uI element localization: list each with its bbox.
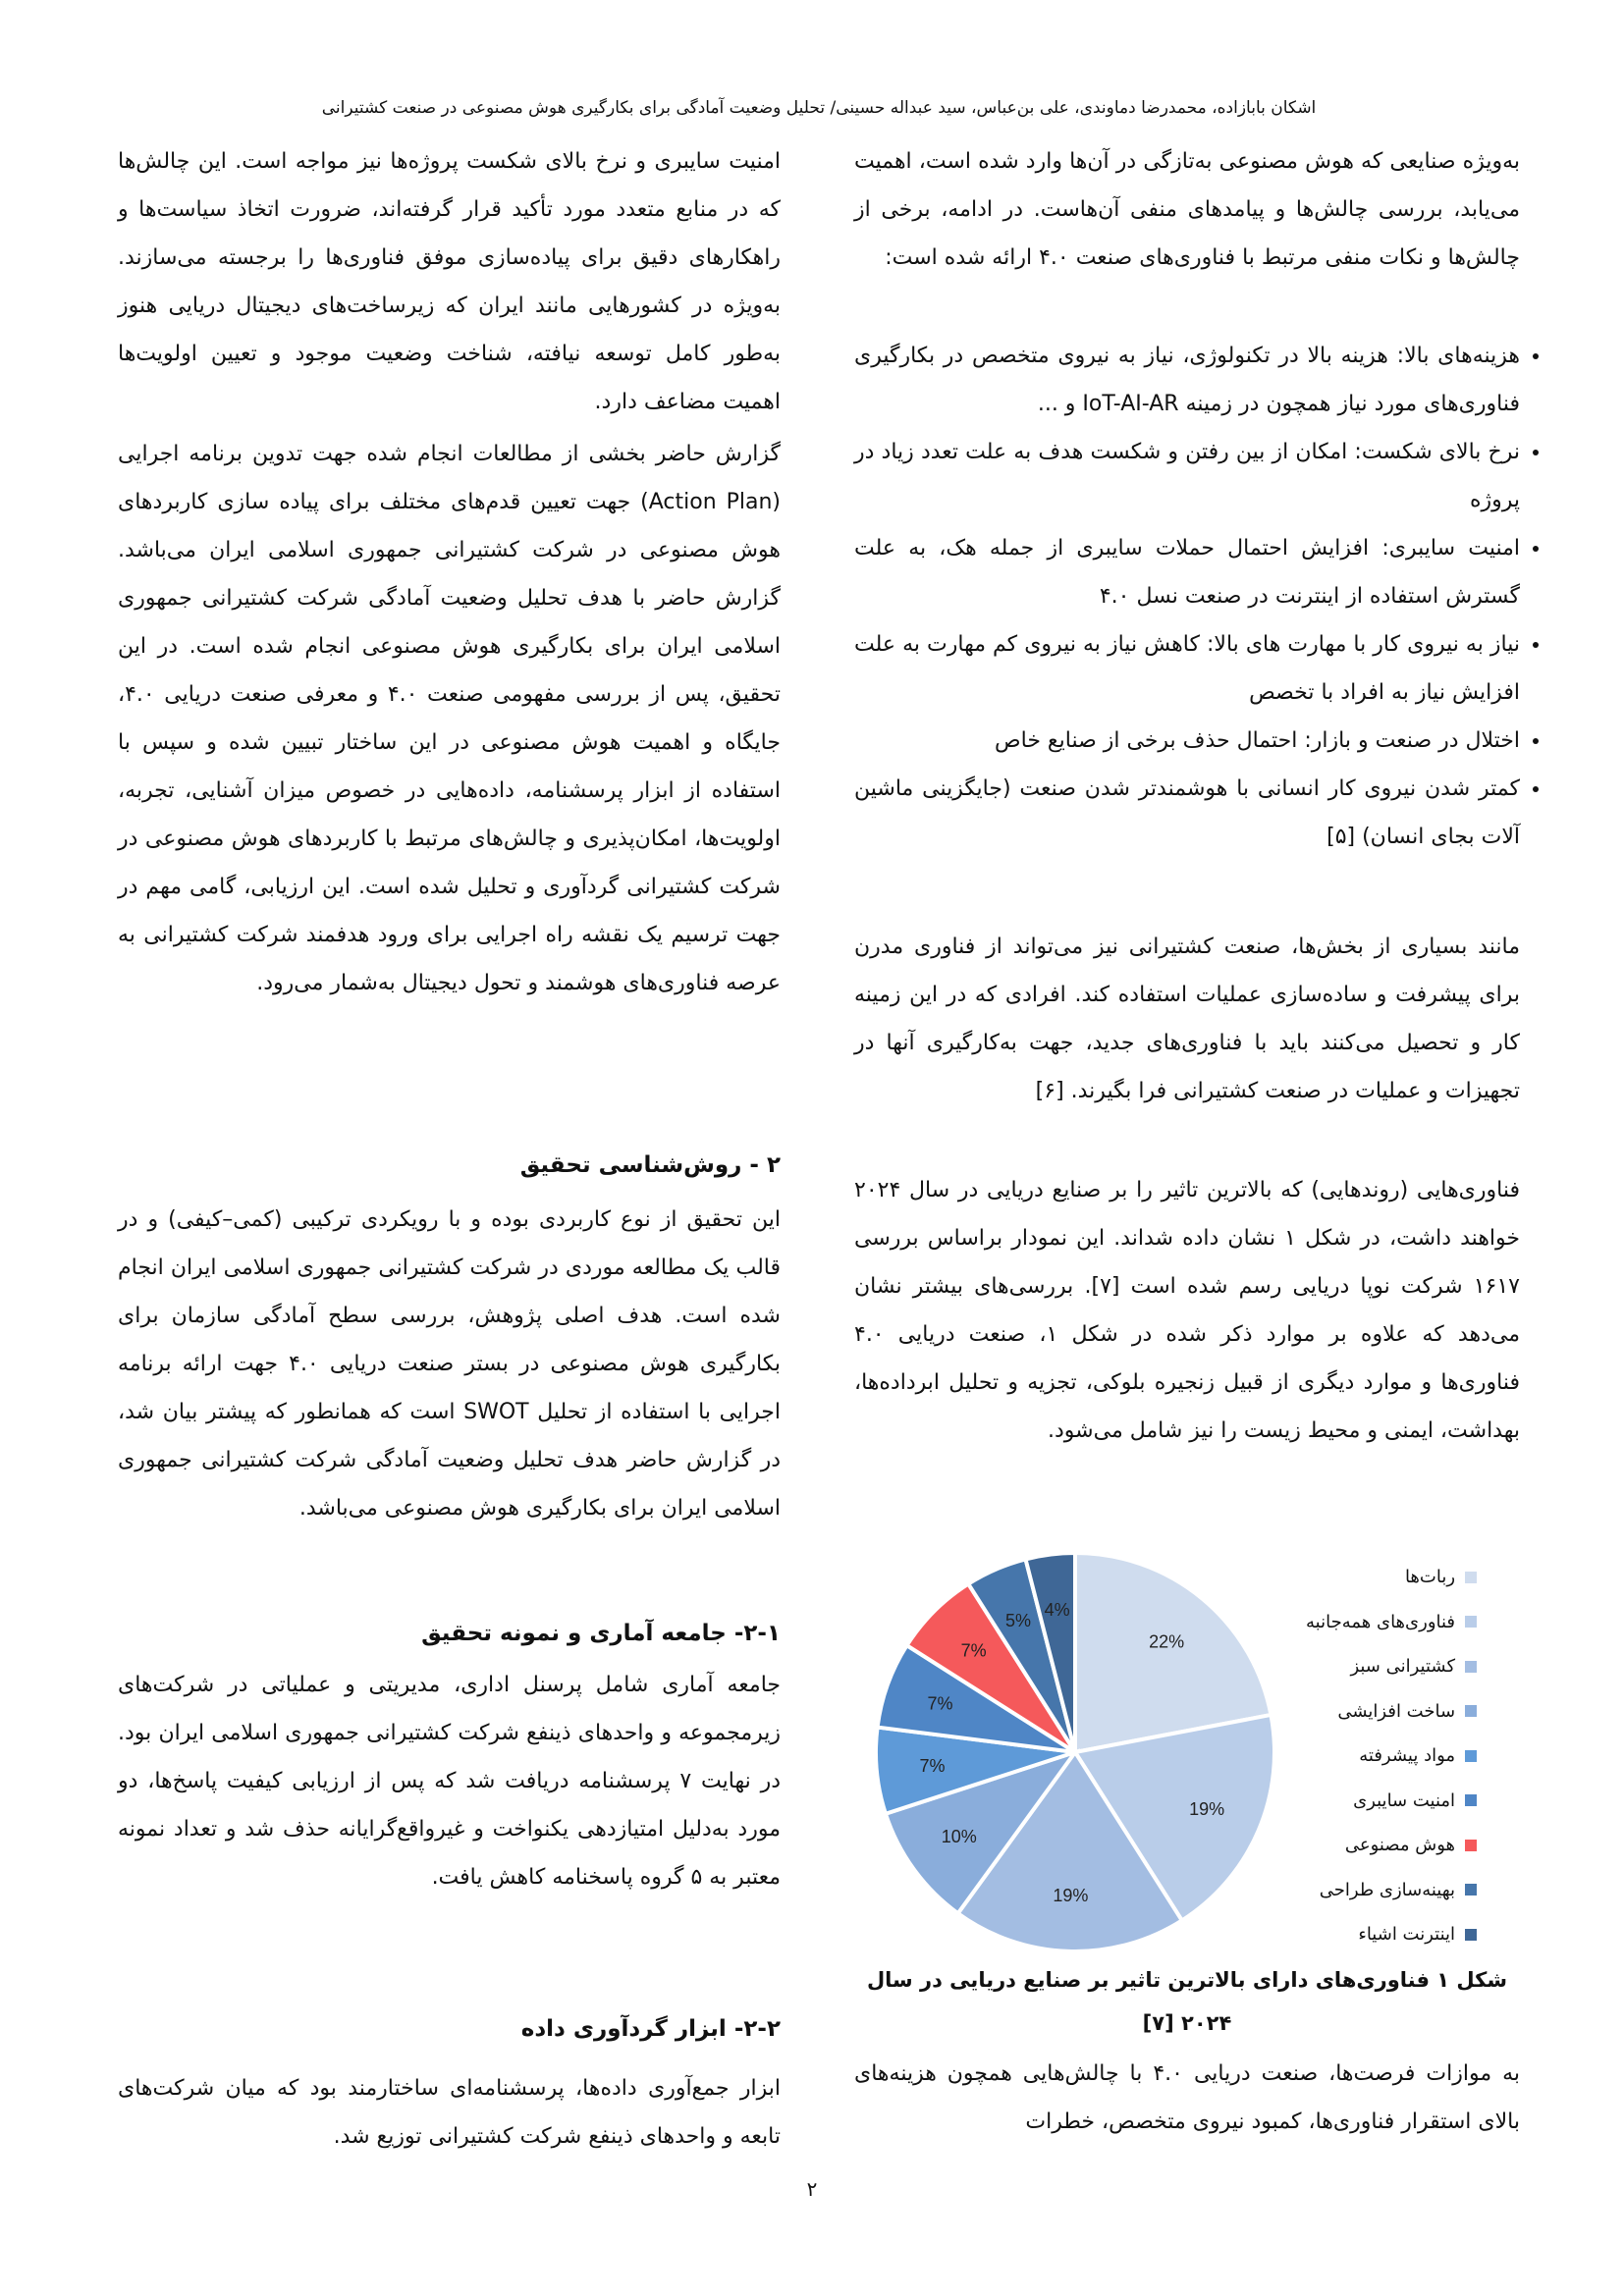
figure-caption: شکل ۱ فناوری‌های دارای بالاترین تاثیر بر…: [866, 1968, 1508, 2035]
list-item: اختلال در صنعت و بازار: احتمال حذف برخی …: [854, 717, 1520, 765]
legend-item: امنیت سایبری: [1306, 1779, 1478, 1824]
legend-item: مواد پیشرفته: [1306, 1734, 1478, 1779]
legend-swatch: [1465, 1571, 1478, 1583]
list-item: نیاز به نیروی کار با مهارت های بالا: کاه…: [854, 620, 1520, 717]
paragraph: این تحقیق از نوع کاربردی بوده و با رویکر…: [118, 1207, 781, 1521]
legend-swatch: [1465, 1705, 1478, 1718]
chart-legend: ربات‌ها فناوری‌های همه‌جانبه کشتیرانی سبز س…: [1306, 1555, 1478, 1957]
legend-swatch: [1465, 1616, 1478, 1629]
legend-item: هوش مصنوعی: [1306, 1823, 1478, 1868]
pie-slice: [1071, 1712, 1276, 1924]
legend-swatch: [1465, 1839, 1478, 1851]
list-item: هزینه‌های بالا: هزینه بالا در تکنولوژی، …: [854, 332, 1520, 428]
legend-label: ربات‌ها: [1404, 1567, 1456, 1588]
legend-label: ساخت افزایشی: [1337, 1700, 1456, 1722]
pie-svg: 22% 19% 19% 10% 7% 7% 7% 5% 4%: [874, 1550, 1276, 1953]
slice-data-label: 22%: [1149, 1631, 1184, 1651]
paragraph: فناوری‌هایی (روندهایی) که بالاترین تاثیر…: [854, 1178, 1520, 1443]
legend-label: بهینه‌سازی طراحی: [1319, 1879, 1456, 1900]
paragraph: امنیت سایبری و نرخ بالای شکست پروژه‌ها ن…: [118, 149, 781, 414]
paragraph: به‌ویژه صنایعی که هوش مصنوعی به‌تازگی در…: [854, 149, 1520, 270]
legend-label: اینترنت اشیاء: [1358, 1924, 1456, 1946]
legend-label: فناوری‌های همه‌جانبه: [1306, 1611, 1456, 1632]
legend-label: کشتیرانی سبز: [1350, 1656, 1456, 1678]
slice-data-label: 5%: [1005, 1611, 1031, 1630]
slice-data-label: 7%: [919, 1756, 945, 1776]
section-heading: ۲-۱- جامعه آماری و نمونه تحقیق: [421, 1621, 781, 1646]
slice-data-label: 19%: [1053, 1886, 1088, 1905]
paragraph: ابزار جمع‌آوری داده‌ها، پرسشنامه‌ای ساخت…: [118, 2076, 781, 2149]
paragraph: جامعه آماری شامل پرسنل اداری، مدیریتی و …: [118, 1673, 781, 1890]
legend-label: مواد پیشرفته: [1359, 1745, 1456, 1767]
legend-swatch: [1465, 1794, 1478, 1807]
slice-data-label: 4%: [1045, 1600, 1070, 1620]
slice-data-label: 19%: [1189, 1799, 1224, 1819]
pie-slice: [883, 1748, 1081, 1917]
legend-item: ساخت افزایشی: [1306, 1689, 1478, 1735]
legend-item: کشتیرانی سبز: [1306, 1644, 1478, 1689]
pie-slice: [1073, 1550, 1273, 1755]
list-item: کمتر شدن نیروی کار انسانی با هوشمندتر شد…: [854, 765, 1520, 861]
paragraph: مانند بسیاری از بخش‌ها، صنعت کشتیرانی نی…: [854, 934, 1520, 1103]
paragraph: به موازات فرصت‌ها، صنعت دریایی ۴.۰ با چا…: [854, 2061, 1520, 2134]
section-heading: ۲ - روش‌شناسی تحقیق: [519, 1152, 781, 1178]
challenges-list: هزینه‌های بالا: هزینه بالا در تکنولوژی، …: [854, 332, 1559, 861]
legend-swatch: [1465, 1660, 1478, 1673]
legend-item: بهینه‌سازی طراحی: [1306, 1868, 1478, 1913]
legend-item: ربات‌ها: [1306, 1555, 1478, 1600]
slice-data-label: 7%: [927, 1693, 952, 1713]
legend-label: امنیت سایبری: [1353, 1789, 1456, 1811]
legend-item: اینترنت اشیاء: [1306, 1912, 1478, 1957]
legend-swatch: [1465, 1928, 1478, 1941]
legend-label: هوش مصنوعی: [1344, 1835, 1456, 1856]
pie-chart: 22% 19% 19% 10% 7% 7% 7% 5% 4% ربات‌ها فناوری‌های…: [854, 1531, 1520, 1953]
slice-data-label: 10%: [942, 1827, 977, 1846]
legend-swatch: [1465, 1884, 1478, 1896]
page-number: ۲: [806, 2177, 818, 2201]
paragraph: گزارش حاضر بخشی از مطالعات انجام شده جهت…: [118, 442, 781, 995]
slice-data-label: 7%: [961, 1641, 987, 1661]
list-item: نرخ بالای شکست: امکان از بین رفتن و شکست…: [854, 428, 1520, 524]
legend-swatch: [1465, 1749, 1478, 1762]
section-heading: ۲-۲- ابزار گردآوری داده: [520, 2016, 781, 2042]
pie-slice: [954, 1748, 1185, 1953]
running-header: اشکان بابازاده، محمدرضا دماوندی، علی بن‌…: [321, 98, 1317, 118]
list-item: امنیت سایبری: افزایش احتمال حملات سایبری…: [854, 524, 1520, 620]
pie-slice: [1023, 1550, 1077, 1753]
legend-item: فناوری‌های همه‌جانبه: [1306, 1600, 1478, 1645]
